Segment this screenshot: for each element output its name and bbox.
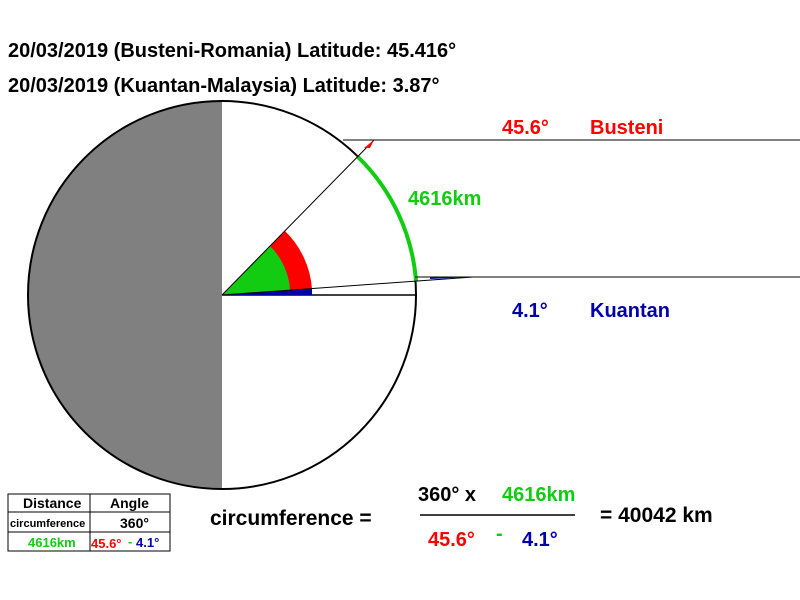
ray-kuantan (221, 276, 474, 296)
arc (356, 155, 418, 282)
night-side (28, 101, 223, 489)
angle-mark-busteni (364, 140, 374, 148)
table-header: Distance (23, 495, 82, 511)
title-line: 20/03/2019 (Kuantan-Malaysia) Latitude: … (8, 75, 440, 97)
formula-term: 4.1° (522, 529, 558, 551)
formula-minus: - (496, 523, 503, 545)
angle-sector-diff (222, 246, 290, 295)
title-line: 20/03/2019 (Busteni-Romania) Latitude: 4… (8, 40, 456, 62)
ray-busteni (221, 139, 375, 296)
angle-label: 4.1° (512, 300, 548, 322)
table-cell: 4.1° (136, 535, 159, 550)
table-cell: 360° (120, 515, 149, 531)
table-cell: 4616km (28, 535, 76, 550)
city-label: Kuantan (590, 300, 670, 322)
formula-lhs: circumference = (210, 507, 372, 530)
table-header: Angle (110, 495, 149, 511)
table (7, 493, 171, 552)
table-cell: 45.6° (91, 536, 122, 551)
arc-label: 4616km (408, 188, 481, 210)
angle-mark-kuantan (430, 277, 473, 279)
formula-term: 360° x (418, 484, 476, 506)
table-cell: - (128, 534, 132, 549)
city-label: Busteni (590, 117, 663, 139)
table-cell: circumference (10, 518, 85, 530)
formula-result: = 40042 km (600, 504, 713, 527)
formula-term: 45.6° (428, 529, 475, 551)
formula-term: 4616km (502, 484, 575, 506)
angle-label: 45.6° (502, 117, 549, 139)
